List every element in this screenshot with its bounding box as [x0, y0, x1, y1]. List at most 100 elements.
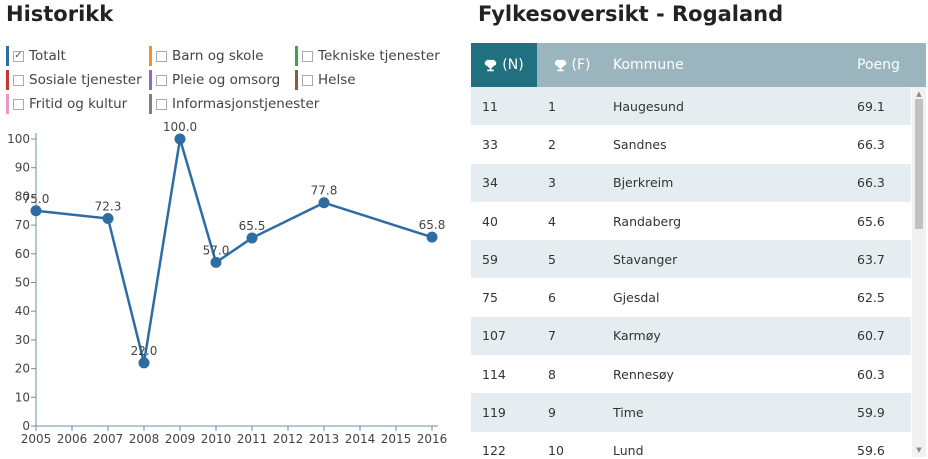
table-row[interactable]: 75 6 Gjesdal 62.5 [471, 278, 911, 317]
table-row[interactable]: 122 10 Lund 59.6 [471, 431, 911, 457]
cell-kommune: Bjerkreim [613, 175, 674, 191]
cell-county-rank: 8 [548, 366, 556, 382]
y-tick-label: 100 [7, 132, 30, 146]
x-tick-label: 2007 [93, 432, 124, 446]
legend-item-helse[interactable]: Helse [295, 70, 356, 90]
cell-kommune: Lund [613, 443, 644, 457]
cell-poeng: 59.6 [857, 443, 885, 457]
legend-item-totalt[interactable]: ✓ Totalt [6, 46, 66, 66]
cell-county-rank: 2 [548, 136, 556, 152]
checkbox-icon[interactable] [302, 50, 313, 62]
cell-poeng: 62.5 [857, 290, 885, 306]
data-point [138, 357, 150, 369]
cell-county-rank: 5 [548, 251, 556, 267]
y-tick-label: 0 [22, 419, 30, 433]
trophy-icon [485, 59, 497, 71]
header-national-rank[interactable]: (N) [471, 43, 537, 87]
table-row[interactable]: 59 5 Stavanger 63.7 [471, 240, 911, 279]
legend-color-bar [6, 46, 9, 66]
data-label: 75.0 [23, 192, 50, 206]
data-label: 65.5 [239, 219, 266, 233]
header-poeng[interactable]: Poeng [857, 57, 900, 73]
cell-county-rank: 4 [548, 213, 556, 229]
cell-county-rank: 9 [548, 405, 556, 421]
legend-label: Totalt [29, 48, 66, 64]
cell-poeng: 69.1 [857, 98, 885, 114]
checkbox-icon[interactable] [13, 74, 24, 86]
cell-national-rank: 34 [482, 175, 498, 191]
cell-kommune: Time [613, 405, 644, 421]
cell-county-rank: 10 [548, 443, 564, 457]
legend-color-bar [6, 94, 9, 114]
checkbox-icon[interactable] [156, 50, 167, 62]
checkbox-icon[interactable] [156, 74, 167, 86]
series-line-totalt [35, 138, 433, 364]
checkbox-icon[interactable] [302, 74, 313, 86]
legend-color-bar [6, 70, 9, 90]
legend-item-barn-og-skole[interactable]: Barn og skole [149, 46, 264, 66]
table-body: 11 1 Haugesund 69.1 33 2 Sandnes 66.3 34 3 Bjerkre… [471, 87, 911, 457]
fylkesoversikt-title: Fylkesoversikt - Rogaland [478, 2, 784, 26]
table-row[interactable]: 114 8 Rennesøy 60.3 [471, 355, 911, 394]
legend-item-tekniske-tjenester[interactable]: Tekniske tjenester [295, 46, 440, 66]
cell-kommune: Karmøy [613, 328, 661, 344]
scroll-up-arrow-icon[interactable]: ▲ [916, 90, 922, 98]
x-tick-label: 2011 [237, 432, 268, 446]
legend-item-fritid-og-kultur[interactable]: Fritid og kultur [6, 94, 127, 114]
cell-national-rank: 11 [482, 98, 498, 114]
table-row[interactable]: 119 9 Time 59.9 [471, 393, 911, 432]
table-row[interactable]: 40 4 Randaberg 65.6 [471, 201, 911, 241]
legend-item-pleie-og-omsorg[interactable]: Pleie og omsorg [149, 70, 280, 90]
history-line-chart: 0 10 20 30 40 50 60 70 80 90 100 2005 2006 2007 2008 20… [7, 120, 447, 446]
cell-kommune: Rennesøy [613, 366, 674, 382]
x-tick-label: 2009 [165, 432, 196, 446]
cell-poeng: 60.7 [857, 328, 885, 344]
table-row[interactable]: 33 2 Sandnes 66.3 [471, 125, 911, 164]
table-scrollbar[interactable]: ▲ ▼ [912, 87, 926, 457]
data-point [426, 231, 438, 243]
y-tick-label: 60 [15, 247, 30, 261]
cell-county-rank: 3 [548, 175, 556, 191]
data-label: 65.8 [419, 218, 446, 232]
table-row[interactable]: 11 1 Haugesund 69.1 [471, 87, 911, 126]
cell-poeng: 66.3 [857, 175, 885, 191]
legend-color-bar [295, 46, 298, 66]
y-tick-label: 10 [15, 390, 30, 404]
data-label: 57.0 [203, 243, 230, 257]
table-row[interactable]: 107 7 Karmøy 60.7 [471, 316, 911, 356]
legend-color-bar [295, 70, 298, 90]
legend-item-sosiale-tjenester[interactable]: Sosiale tjenester [6, 70, 142, 90]
cell-national-rank: 40 [482, 213, 498, 229]
header-kommune[interactable]: Kommune [613, 57, 684, 73]
y-tick-label: 20 [15, 362, 30, 376]
checked-checkbox-icon[interactable]: ✓ [13, 50, 24, 62]
cell-national-rank: 107 [482, 328, 506, 344]
data-point [102, 212, 114, 224]
cell-kommune: Randaberg [613, 213, 682, 229]
checkbox-icon[interactable] [156, 98, 167, 110]
cell-poeng: 59.9 [857, 405, 885, 421]
legend-color-bar [149, 94, 152, 114]
scroll-down-arrow-icon[interactable]: ▼ [916, 446, 922, 454]
header-county-rank[interactable]: (F) [537, 43, 607, 87]
table-row[interactable]: 34 3 Bjerkreim 66.3 [471, 163, 911, 202]
cell-national-rank: 122 [482, 443, 506, 457]
y-tick-label: 50 [15, 276, 30, 290]
data-point [30, 205, 42, 217]
x-tick-label: 2014 [345, 432, 376, 446]
data-point [246, 232, 258, 244]
data-label: 77.8 [311, 184, 338, 198]
legend-label: Barn og skole [172, 48, 264, 64]
cell-kommune: Sandnes [613, 136, 667, 152]
header-n-label: (N) [502, 57, 524, 73]
y-tick-label: 70 [15, 218, 30, 232]
legend-item-informasjonstjenester[interactable]: Informasjonstjenester [149, 94, 319, 114]
cell-kommune: Stavanger [613, 251, 678, 267]
legend-label: Tekniske tjenester [318, 48, 440, 64]
cell-poeng: 65.6 [857, 213, 885, 229]
cell-national-rank: 119 [482, 405, 506, 421]
checkbox-icon[interactable] [13, 98, 24, 110]
legend-label: Sosiale tjenester [29, 72, 142, 88]
scroll-thumb[interactable] [915, 99, 923, 229]
x-tick-label: 2012 [273, 432, 304, 446]
